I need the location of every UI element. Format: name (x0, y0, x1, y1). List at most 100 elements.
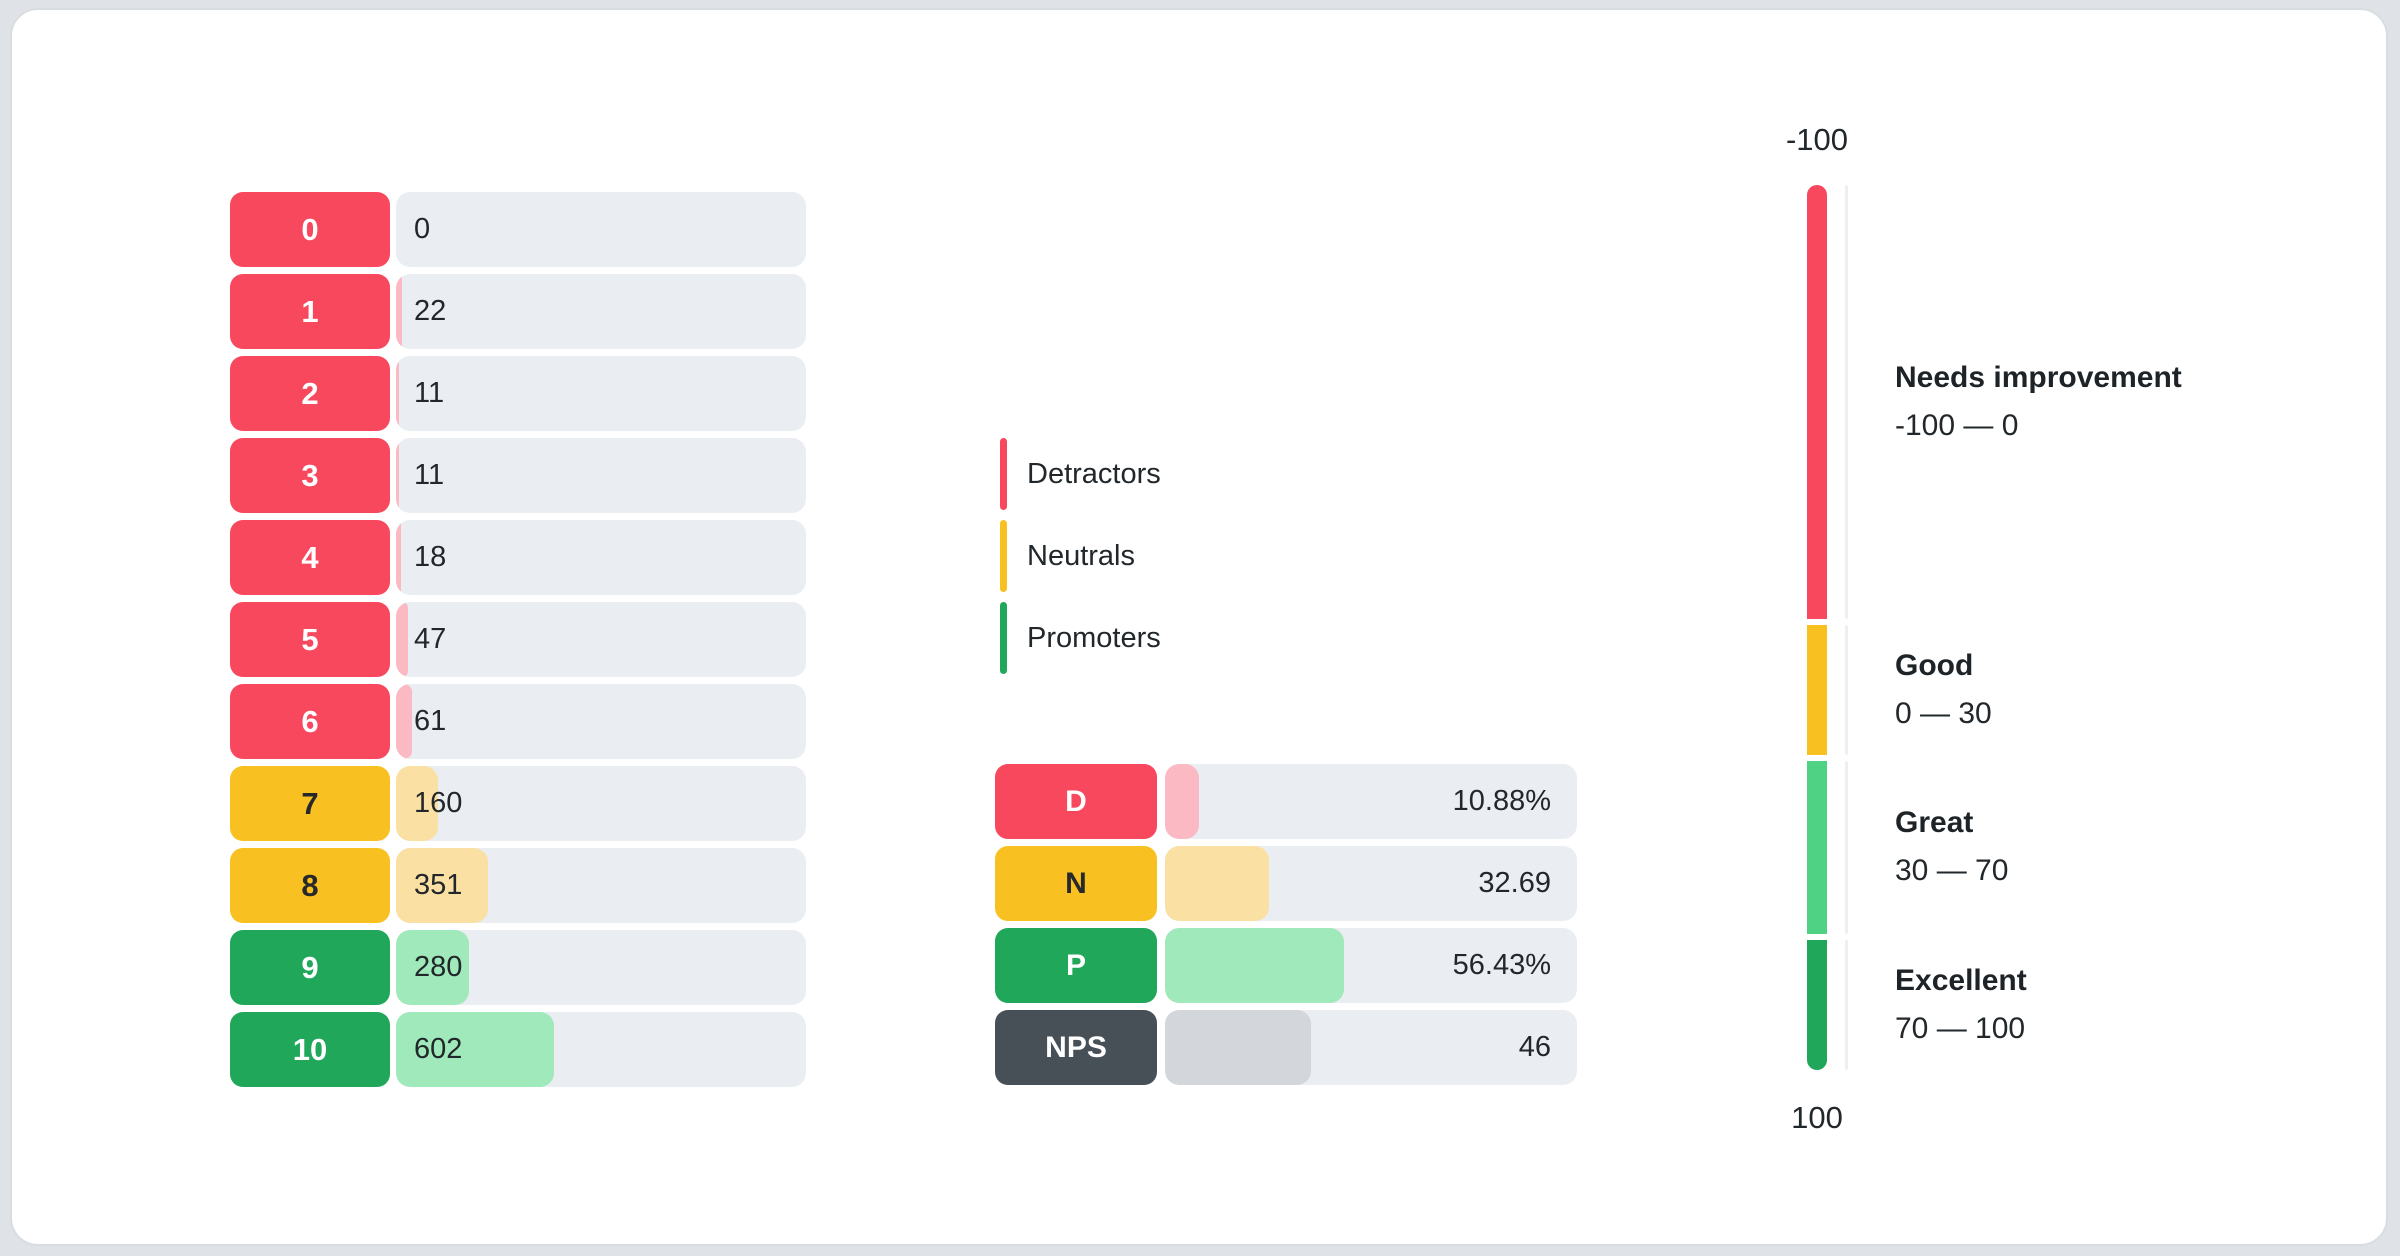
score-bar-track: 0 (396, 192, 806, 267)
gauge-band-label-excellent: Excellent 70 — 100 (1895, 961, 2027, 1049)
neutrals-color-pill-icon (1000, 520, 1007, 592)
score-bar-fill (396, 930, 470, 1005)
summary-bar-track: 56.43% (1165, 928, 1577, 1003)
summary-value: 32.69 (1478, 867, 1551, 899)
gauge-segment-great (1807, 760, 1827, 934)
summary-bar-track: 46 (1165, 1010, 1577, 1085)
score-bar-track: 22 (396, 274, 806, 349)
score-bar-track: 160 (396, 766, 806, 841)
score-value: 11 (414, 377, 445, 409)
score-label-chip: 2 (230, 356, 390, 431)
legend-item-promoters[interactable]: Promoters (1000, 602, 1161, 674)
score-label-chip: 0 (230, 192, 390, 267)
score-value: 0 (414, 213, 431, 245)
score-value: 602 (414, 1033, 463, 1065)
score-value: 22 (414, 295, 447, 327)
summary-bar-fill (1165, 928, 1344, 1003)
detractors-color-pill-icon (1000, 438, 1007, 510)
score-bar-fill (396, 520, 401, 595)
score-bar-track: 602 (396, 1012, 806, 1087)
score-bar-fill (396, 684, 412, 759)
gauge-segment-needs-improvement (1807, 185, 1827, 619)
gauge-band-range: 0 — 30 (1895, 696, 1992, 730)
score-bar-fill (396, 274, 402, 349)
score-distribution-chart: 0 0 1 22 2 11 3 11 4 18 5 47 6 61 7 1 6 0 … (230, 192, 806, 1087)
summary-row-neutrals: N 32.69 (995, 846, 1577, 921)
summary-label-chip: D (995, 764, 1157, 839)
gauge-band-label-good: Good 0 — 30 (1895, 646, 1992, 734)
score-bar-fill (396, 356, 399, 431)
score-label-chip: 6 (230, 684, 390, 759)
score-bar-fill (396, 1012, 554, 1087)
summary-bar-fill (1165, 846, 1269, 921)
score-bar-track: 11 (396, 356, 806, 431)
gauge-band-range: -100 — 0 (1895, 408, 2019, 442)
summary-value: 46 (1518, 1031, 1551, 1063)
score-value: 61 (414, 705, 447, 737)
score-value: 351 (414, 869, 463, 901)
promoters-color-pill-icon (1000, 602, 1007, 674)
score-bar-track: 47 (396, 602, 806, 677)
summary-row-promoters: P 56.43% (995, 928, 1577, 1003)
gauge-segment-good (1807, 624, 1827, 755)
gauge-band-label-needs-improvement: Needs improvement -100 — 0 (1895, 358, 2182, 446)
score-value: 11 (414, 459, 445, 491)
summary-row-nps: NPS 46 (995, 1010, 1577, 1085)
summary-label-chip: N (995, 846, 1157, 921)
score-label-chip: 7 (230, 766, 390, 841)
score-row: 1 22 (230, 274, 806, 349)
score-row: 0 0 (230, 192, 806, 267)
score-bar-track: 351 (396, 848, 806, 923)
score-row: 4 18 (230, 520, 806, 595)
gauge-max-label: 100 (1791, 1100, 1843, 1135)
summary-value: 56.43% (1452, 949, 1551, 981)
summary-label-chip: P (995, 928, 1157, 1003)
legend-label: Promoters (1027, 621, 1161, 654)
score-value: 160 (414, 787, 463, 819)
score-bar-fill (396, 602, 409, 677)
gauge-track-line (1845, 624, 1848, 755)
score-bar-track: 61 (396, 684, 806, 759)
score-bar-fill (396, 766, 438, 841)
summary-bar-track: 10.88% (1165, 764, 1577, 839)
summary-value: 10.88% (1452, 785, 1551, 817)
gauge-band-title: Excellent (1895, 963, 2027, 997)
gauge-band-range: 70 — 100 (1895, 1011, 2026, 1045)
nps-summary-chart: D 10.88% N 32.69 P 56.43% NPS 46 (995, 764, 1577, 1085)
score-row: 3 11 (230, 438, 806, 513)
score-label-chip: 5 (230, 602, 390, 677)
score-label-chip: 10 (230, 1012, 390, 1087)
gauge-track-line (1845, 185, 1848, 619)
gauge-track-line (1845, 939, 1848, 1070)
score-bar-track: 280 (396, 930, 806, 1005)
gauge-min-label: -100 (1785, 122, 1849, 157)
score-label-chip: 4 (230, 520, 390, 595)
legend-item-detractors[interactable]: Detractors (1000, 438, 1161, 510)
score-row: 6 61 (230, 684, 806, 759)
gauge-band-title: Needs improvement (1895, 360, 2182, 394)
summary-bar-fill (1165, 764, 1200, 839)
score-label-chip: 9 (230, 930, 390, 1005)
score-row: 5 47 (230, 602, 806, 677)
score-value: 280 (414, 951, 463, 983)
gauge-band-title: Good (1895, 648, 1974, 682)
summary-bar-track: 32.69 (1165, 846, 1577, 921)
score-row: 9 280 (230, 930, 806, 1005)
score-row: 8 351 (230, 848, 806, 923)
score-value: 47 (414, 623, 447, 655)
score-bar-fill (396, 438, 399, 513)
score-label-chip: 1 (230, 274, 390, 349)
score-bar-track: 11 (396, 438, 806, 513)
score-row: 2 11 (230, 356, 806, 431)
legend: Detractors Neutrals Promoters (1000, 438, 1161, 674)
summary-row-detractors: D 10.88% (995, 764, 1577, 839)
legend-label: Neutrals (1027, 539, 1135, 572)
gauge-segment-excellent (1807, 939, 1827, 1070)
summary-bar-fill (1165, 1010, 1311, 1085)
gauge-track-line (1845, 760, 1848, 934)
legend-item-neutrals[interactable]: Neutrals (1000, 520, 1161, 592)
gauge-band-title: Great (1895, 806, 1974, 840)
score-value: 18 (414, 541, 447, 573)
score-row: 7 160 (230, 766, 806, 841)
score-label-chip: 8 (230, 848, 390, 923)
